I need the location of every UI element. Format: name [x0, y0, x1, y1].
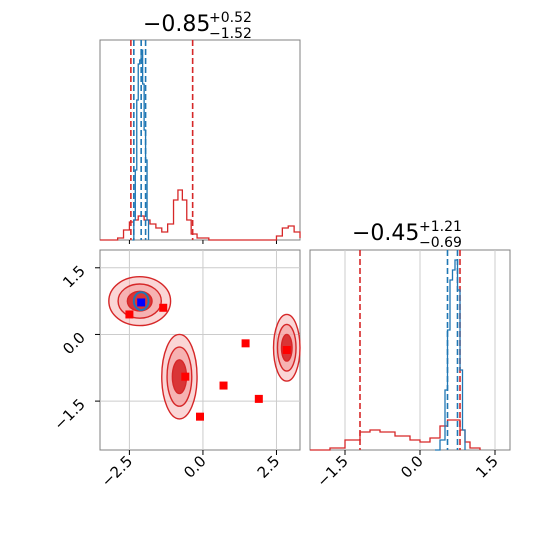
- scatter-xtick-label: 0.0: [180, 452, 210, 482]
- title-param2-lower: −0.69: [419, 235, 462, 251]
- scatter-marker-red: [254, 394, 263, 403]
- hist2-xtick-label: −1.5: [313, 452, 351, 490]
- hist2-xtick-label: 0.0: [397, 452, 427, 482]
- histogram-param2: −1.5 0.0 1.5: [309, 249, 511, 491]
- title-param1-median: −0.85: [143, 12, 210, 37]
- scatter-marker-red: [181, 372, 190, 381]
- scatter-marker-red: [219, 381, 228, 390]
- histogram-param1: [99, 39, 301, 244]
- scatter-ytick-label: −1.5: [50, 395, 88, 433]
- scatter-xtick-label: −2.5: [98, 452, 136, 490]
- hist2-frame: [309, 249, 511, 451]
- scatter-marker-red: [241, 339, 250, 348]
- title-param1-upper: +0.52: [209, 10, 252, 26]
- scatter-marker-red: [125, 310, 134, 319]
- title-param1: −0.85 +0.52 −1.52: [143, 10, 252, 42]
- hist2-hist-line: [435, 259, 466, 451]
- scatter-marker-red: [196, 412, 204, 421]
- title-param1-lower: −1.52: [209, 26, 252, 42]
- scatter-marker-red: [159, 303, 168, 312]
- scatter-xtick-label: 2.5: [254, 452, 284, 482]
- hist2-xtick-label: 1.5: [472, 452, 502, 482]
- scatter-marker-red: [282, 346, 291, 354]
- title-param2: −0.45 +1.21 −0.69: [352, 219, 462, 251]
- scatter-marker-blue: [137, 298, 146, 307]
- hist1-frame: [99, 39, 301, 241]
- scatter-ytick-label: 0.0: [59, 329, 89, 359]
- title-param2-median: −0.45: [352, 221, 419, 246]
- hist2-hist-line: [310, 419, 481, 451]
- hist1-hist-line: [100, 189, 301, 241]
- title-param2-upper: +1.21: [419, 219, 462, 235]
- scatter-contour-blue: [132, 291, 150, 312]
- scatter-ytick-label: 1.5: [59, 262, 89, 292]
- scatter-param1-param2: −2.5 0.0 2.5 1.5 0.0 −1.5: [50, 249, 301, 491]
